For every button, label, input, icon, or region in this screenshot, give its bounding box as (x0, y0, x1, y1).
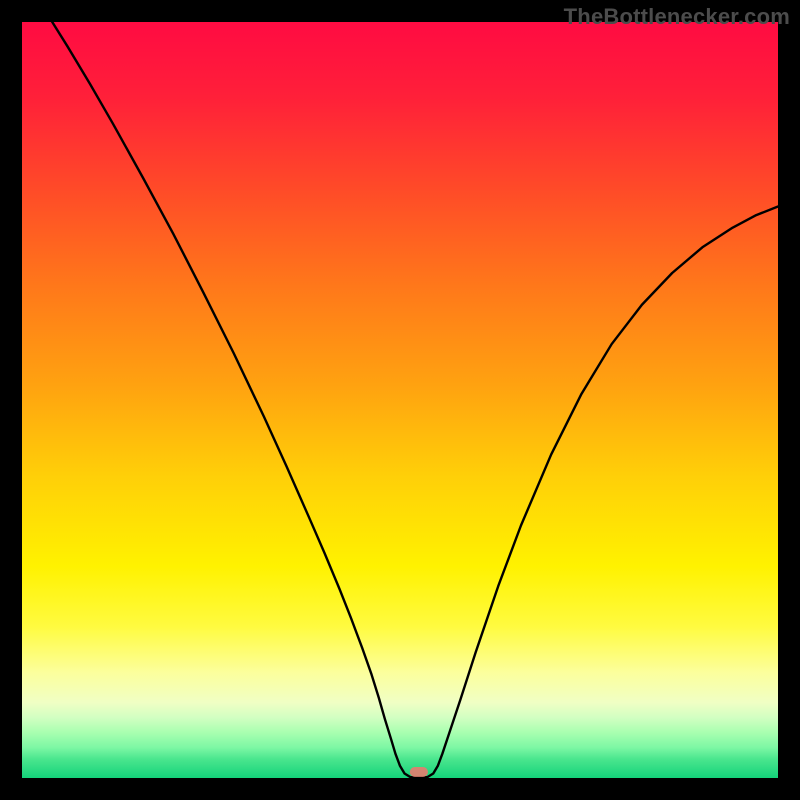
chart-container: TheBottlenecker.com (0, 0, 800, 800)
plot-background (22, 22, 778, 778)
optimum-marker (410, 767, 428, 777)
watermark: TheBottlenecker.com (564, 4, 790, 30)
chart-svg (0, 0, 800, 800)
